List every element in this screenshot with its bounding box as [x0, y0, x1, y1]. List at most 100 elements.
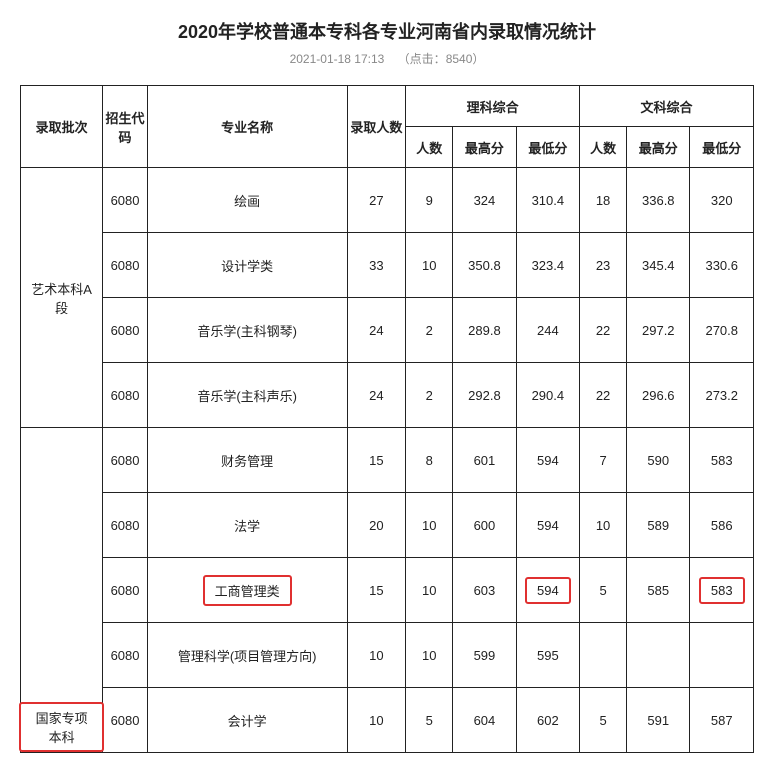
art-min-cell: 270.8	[690, 298, 754, 363]
table-row: 国家专项本科6080财务管理1586015947590583	[21, 428, 754, 493]
sci-max-cell: 350.8	[453, 233, 516, 298]
table-row: 6080法学201060059410589586	[21, 493, 754, 558]
enroll-cell: 10	[347, 688, 406, 753]
art-min-cell: 273.2	[690, 363, 754, 428]
enroll-cell: 15	[347, 558, 406, 623]
major-cell: 会计学	[147, 688, 347, 753]
art-min-cell: 587	[690, 688, 754, 753]
art-min-cell: 583	[690, 558, 754, 623]
sci-count-cell: 10	[406, 493, 453, 558]
art-max-cell	[627, 623, 690, 688]
art-count-cell: 10	[580, 493, 627, 558]
sci-max-cell: 292.8	[453, 363, 516, 428]
art-max-cell: 585	[627, 558, 690, 623]
th-art-group: 文科综合	[580, 86, 754, 127]
sci-min-cell: 594	[516, 558, 579, 623]
sci-min-cell-value: 594	[529, 581, 567, 600]
table-row: 6080设计学类3310350.8323.423345.4330.6	[21, 233, 754, 298]
sci-min-cell: 602	[516, 688, 579, 753]
th-code: 招生代码	[103, 86, 148, 168]
sci-max-cell: 324	[453, 168, 516, 233]
th-enroll: 录取人数	[347, 86, 406, 168]
sci-count-cell: 10	[406, 558, 453, 623]
th-art-max: 最高分	[627, 127, 690, 168]
art-count-cell: 22	[580, 298, 627, 363]
subtitle-date: 2021-01-18 17:13	[290, 52, 385, 66]
art-max-cell: 590	[627, 428, 690, 493]
sci-max-cell: 289.8	[453, 298, 516, 363]
th-sci-max: 最高分	[453, 127, 516, 168]
art-count-cell: 22	[580, 363, 627, 428]
sci-min-cell: 594	[516, 493, 579, 558]
art-max-cell: 589	[627, 493, 690, 558]
art-min-cell: 586	[690, 493, 754, 558]
sci-max-cell: 600	[453, 493, 516, 558]
sci-count-cell: 10	[406, 623, 453, 688]
sci-max-cell: 604	[453, 688, 516, 753]
art-max-cell: 297.2	[627, 298, 690, 363]
art-count-cell: 23	[580, 233, 627, 298]
code-cell: 6080	[103, 233, 148, 298]
sci-min-cell: 244	[516, 298, 579, 363]
art-min-cell-value: 583	[703, 581, 741, 600]
art-min-cell: 583	[690, 428, 754, 493]
table-row: 6080音乐学(主科钢琴)242289.824422297.2270.8	[21, 298, 754, 363]
enroll-cell: 33	[347, 233, 406, 298]
sci-count-cell: 10	[406, 233, 453, 298]
code-cell: 6080	[103, 558, 148, 623]
code-cell: 6080	[103, 428, 148, 493]
batch-name: 艺术本科A段	[23, 277, 100, 319]
code-cell: 6080	[103, 688, 148, 753]
sci-max-cell: 599	[453, 623, 516, 688]
enroll-cell: 27	[347, 168, 406, 233]
art-count-cell: 5	[580, 688, 627, 753]
sci-min-cell: 310.4	[516, 168, 579, 233]
art-count-cell: 7	[580, 428, 627, 493]
art-max-cell: 591	[627, 688, 690, 753]
table-row: 6080管理科学(项目管理方向)1010599595	[21, 623, 754, 688]
sci-max-cell: 601	[453, 428, 516, 493]
enroll-cell: 20	[347, 493, 406, 558]
sci-max-cell: 603	[453, 558, 516, 623]
subtitle-hits-value: 8540	[446, 52, 473, 66]
batch-cell: 国家专项本科	[21, 428, 103, 753]
table-row: 6080音乐学(主科声乐)242292.8290.422296.6273.2	[21, 363, 754, 428]
major-cell: 音乐学(主科钢琴)	[147, 298, 347, 363]
page-root: 2020年学校普通本专科各专业河南省内录取情况统计 2021-01-18 17:…	[0, 0, 774, 773]
table-head: 录取批次 招生代码 专业名称 录取人数 理科综合 文科综合 人数 最高分 最低分…	[21, 86, 754, 168]
art-min-cell	[690, 623, 754, 688]
art-min-cell: 320	[690, 168, 754, 233]
th-art-count: 人数	[580, 127, 627, 168]
sci-count-cell: 8	[406, 428, 453, 493]
art-count-cell	[580, 623, 627, 688]
subtitle-hits-close: ）	[472, 52, 484, 66]
art-count-cell: 18	[580, 168, 627, 233]
art-max-cell: 345.4	[627, 233, 690, 298]
sci-min-cell: 594	[516, 428, 579, 493]
table-row: 6080工商管理类15106035945585583	[21, 558, 754, 623]
th-major: 专业名称	[147, 86, 347, 168]
sci-count-cell: 2	[406, 363, 453, 428]
batch-name: 国家专项本科	[23, 706, 100, 748]
enroll-cell: 15	[347, 428, 406, 493]
table-body: 艺术本科A段6080绘画279324310.418336.83206080设计学…	[21, 168, 754, 753]
th-batch: 录取批次	[21, 86, 103, 168]
major-cell: 法学	[147, 493, 347, 558]
major-cell: 音乐学(主科声乐)	[147, 363, 347, 428]
code-cell: 6080	[103, 168, 148, 233]
sci-count-cell: 9	[406, 168, 453, 233]
art-max-cell: 336.8	[627, 168, 690, 233]
code-cell: 6080	[103, 298, 148, 363]
th-art-min: 最低分	[690, 127, 754, 168]
batch-cell: 艺术本科A段	[21, 168, 103, 428]
major-cell: 管理科学(项目管理方向)	[147, 623, 347, 688]
subtitle-hits-label: （点击：	[398, 52, 446, 66]
th-sci-group: 理科综合	[406, 86, 580, 127]
admission-table: 录取批次 招生代码 专业名称 录取人数 理科综合 文科综合 人数 最高分 最低分…	[20, 85, 754, 753]
major-cell: 设计学类	[147, 233, 347, 298]
table-row: 6080会计学1056046025591587	[21, 688, 754, 753]
sci-count-cell: 2	[406, 298, 453, 363]
code-cell: 6080	[103, 493, 148, 558]
sci-min-cell: 290.4	[516, 363, 579, 428]
table-row: 艺术本科A段6080绘画279324310.418336.8320	[21, 168, 754, 233]
